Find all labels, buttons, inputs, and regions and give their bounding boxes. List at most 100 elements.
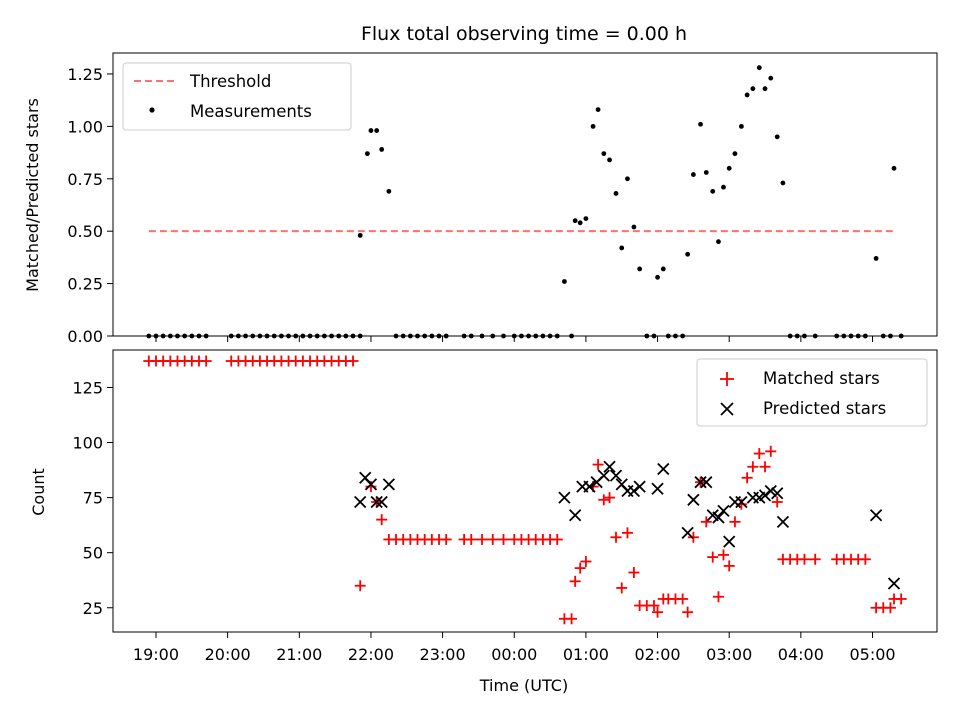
- x-tick-label: 00:00: [491, 645, 537, 664]
- bottom-plot: 25 50 75 100 125 19:00 20:00 21:00 22:00 23:00 00…: [29, 349, 938, 695]
- matched-star-point: [465, 533, 477, 545]
- measurement-point: [698, 121, 703, 127]
- matched-star-point: [687, 531, 699, 543]
- measurement-point: [768, 75, 774, 81]
- measurement-point: [379, 147, 385, 152]
- predicted-star-point: [771, 487, 784, 500]
- measurement-point: [601, 151, 607, 157]
- top-x-axis-ticks: [155, 336, 874, 342]
- measurement-point: [357, 232, 363, 238]
- bottom-plot-frame: [112, 349, 938, 633]
- x-tick-label: 21:00: [276, 645, 322, 664]
- bottom-legend-box: [696, 358, 928, 427]
- matched-star-point: [723, 560, 735, 572]
- top-plot-data: [146, 65, 904, 339]
- x-tick-label: 03:00: [706, 645, 752, 664]
- measurement-point: [386, 188, 392, 194]
- matched-star-point: [652, 606, 664, 618]
- matched-star-point: [354, 580, 366, 592]
- measurement-point: [590, 123, 596, 129]
- predicted-star-point: [370, 495, 383, 509]
- x-tick-label: 05:00: [849, 645, 895, 664]
- measurement-point: [364, 151, 370, 157]
- bottom-y-tick-label: 100: [72, 434, 103, 453]
- measurement-point: [744, 92, 750, 98]
- measurement-point: [774, 134, 780, 140]
- top-plot-frame: [112, 52, 938, 337]
- measurement-point: [637, 266, 643, 272]
- measurement-point: [732, 151, 738, 157]
- predicted-star-point: [558, 491, 571, 504]
- matched-star-point: [604, 492, 616, 504]
- matched-star-point: [598, 494, 610, 506]
- predicted-star-point: [651, 482, 664, 495]
- matched-star-point: [677, 593, 689, 605]
- predicted-star-point: [776, 515, 790, 528]
- x-tick-label: 22:00: [348, 645, 394, 664]
- measurement-point: [583, 216, 589, 222]
- matched-star-point: [621, 527, 633, 539]
- measurement-point: [572, 218, 578, 224]
- bottom-plot-data: [143, 355, 907, 625]
- predicted-star-point: [603, 460, 616, 473]
- predicted-star-point: [569, 509, 582, 522]
- top-legend-box: [122, 62, 352, 131]
- predicted-star-point: [597, 469, 610, 482]
- measurement-point: [613, 191, 619, 196]
- matched-star-point: [707, 551, 719, 563]
- matched-star-point: [700, 516, 712, 528]
- measurement-point: [690, 172, 696, 177]
- top-y-tick-label: 0.25: [67, 275, 103, 294]
- matched-star-point: [771, 496, 783, 508]
- predicted-star-point: [382, 478, 395, 491]
- matched-star-point: [566, 613, 578, 625]
- top-chart-title: Flux total observing time = 0.00 h: [361, 23, 687, 45]
- x-tick-label: 23:00: [420, 645, 466, 664]
- legend-predicted-swatch: [720, 402, 734, 416]
- measurement-point: [631, 224, 637, 230]
- legend-matched-label: Matched stars: [763, 369, 880, 388]
- matched-star-point: [717, 549, 729, 561]
- matched-star-point: [712, 591, 724, 603]
- measurement-point: [619, 245, 625, 251]
- predicted-star-point: [723, 535, 736, 548]
- top-legend: Threshold Measurements: [122, 62, 352, 131]
- matched-star-point: [610, 531, 622, 543]
- predicted-star-point: [735, 495, 748, 509]
- top-y-axis: 0.00 0.25 0.50 0.75 1.00 1.25: [67, 65, 113, 346]
- matched-star-point: [753, 448, 765, 460]
- legend-measurements-swatch: [149, 107, 155, 113]
- predicted-star-point: [869, 509, 883, 522]
- bottom-y-tick-label: 75: [83, 489, 103, 508]
- measurement-point: [756, 65, 762, 71]
- matched-star-point: [574, 562, 586, 574]
- measurement-point: [655, 274, 660, 280]
- predicted-star-point: [700, 476, 713, 489]
- legend-predicted-label: Predicted stars: [763, 399, 886, 418]
- predicted-star-point: [364, 478, 378, 491]
- predicted-star-point: [758, 489, 772, 502]
- matched-star-point: [759, 461, 771, 473]
- matched-star-point: [895, 593, 907, 605]
- measurement-point: [625, 176, 630, 182]
- measurement-point: [577, 220, 583, 226]
- predicted-star-point: [609, 469, 623, 482]
- matched-star-point: [729, 516, 741, 528]
- matched-star-point: [376, 514, 388, 526]
- predicted-star-point: [375, 495, 388, 509]
- x-tick-label: 01:00: [563, 645, 609, 664]
- measurement-point: [873, 256, 879, 261]
- matched-star-point: [551, 533, 563, 545]
- measurement-point: [721, 184, 726, 190]
- measurement-point: [374, 128, 380, 133]
- predicted-star-point: [627, 484, 641, 498]
- predicted-star-point: [764, 484, 777, 498]
- matched-star-point: [884, 602, 896, 614]
- measurement-point: [726, 165, 732, 171]
- measurement-point: [891, 165, 897, 171]
- measurement-point: [368, 128, 374, 133]
- top-y-tick-label: 1.00: [67, 117, 103, 136]
- x-tick-label: 20:00: [205, 645, 251, 664]
- measurement-point: [780, 180, 786, 186]
